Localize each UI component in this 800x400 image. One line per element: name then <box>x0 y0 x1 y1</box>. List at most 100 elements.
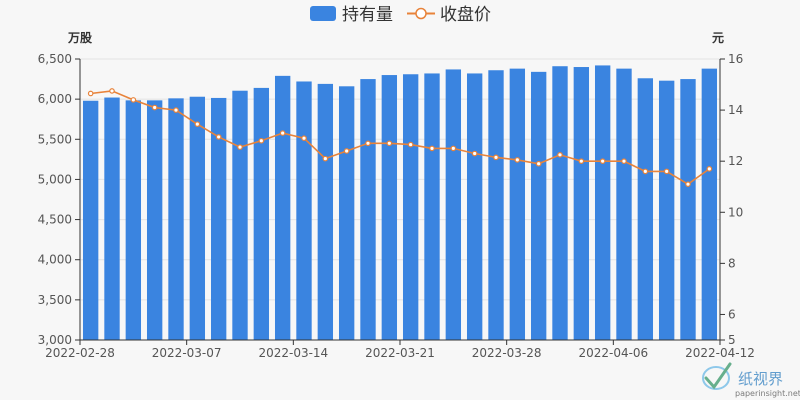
bar-25 <box>616 68 632 341</box>
bar-7 <box>232 90 248 340</box>
x-tick-label-1: 2022-03-07 <box>152 346 222 360</box>
left-tick-label-2: 4,000 <box>38 253 72 267</box>
close-price-point-26 <box>642 168 649 175</box>
bar-17 <box>445 69 462 341</box>
bar-11 <box>317 83 334 340</box>
bar-2 <box>125 100 142 341</box>
x-tick-label-4: 2022-03-28 <box>472 346 542 360</box>
bar-21 <box>530 71 547 341</box>
close-price-point-18 <box>471 150 478 157</box>
right-axis-unit: 元 <box>712 31 724 45</box>
close-price-point-27 <box>663 168 670 175</box>
bar-27 <box>658 80 675 341</box>
close-price-point-19 <box>493 154 499 161</box>
bar-13 <box>360 79 376 341</box>
right-tick-label-0: 5 <box>728 333 736 347</box>
x-tick-label-2: 2022-03-14 <box>258 346 328 360</box>
right-tick-label-5: 14 <box>728 103 743 117</box>
bar-12 <box>338 86 355 340</box>
close-price-point-14 <box>386 140 393 147</box>
bar-6 <box>210 97 227 340</box>
bar-19 <box>488 70 504 341</box>
line-close-price <box>87 88 713 187</box>
legend[interactable]: 持有量 收盘价 <box>310 5 491 25</box>
bar-3 <box>146 100 163 341</box>
left-tick-label-5: 5,500 <box>38 132 72 146</box>
bar-18 <box>466 73 483 341</box>
watermark: 纸视界 paperinsight.net <box>702 362 800 398</box>
close-price-point-24 <box>599 158 606 164</box>
close-price-point-29 <box>706 166 713 172</box>
close-price-point-10 <box>301 135 307 141</box>
bar-22 <box>552 66 568 341</box>
legend-label-holding: 持有量 <box>342 5 393 25</box>
right-axis-ticks: 5 6 8 10 12 14 16 <box>720 52 743 347</box>
legend-bar-swatch <box>310 6 336 21</box>
bar-14 <box>381 75 398 341</box>
close-price-point-21 <box>535 160 542 167</box>
bars-holding <box>82 65 718 341</box>
close-price-point-23 <box>578 158 585 164</box>
bar-4 <box>168 98 184 340</box>
left-tick-label-6: 6,000 <box>38 92 72 106</box>
bar-20 <box>509 68 526 341</box>
close-price-point-1 <box>109 88 115 94</box>
close-price-point-12 <box>343 148 350 154</box>
left-axis-unit: 万股 <box>67 30 93 45</box>
close-price-point-13 <box>365 140 371 147</box>
bar-16 <box>424 73 440 341</box>
left-tick-label-0: 3,000 <box>38 333 72 347</box>
close-price-point-3 <box>151 104 158 111</box>
close-price-point-17 <box>450 145 457 152</box>
close-price-point-8 <box>258 137 265 144</box>
close-price-point-22 <box>557 151 563 158</box>
x-tick-label-3: 2022-03-21 <box>365 346 435 360</box>
close-price-point-6 <box>215 134 222 140</box>
bar-28 <box>680 79 696 341</box>
close-price-point-11 <box>322 155 329 162</box>
close-price-point-16 <box>429 145 435 152</box>
right-tick-label-4: 12 <box>728 154 743 168</box>
right-tick-label-6: 16 <box>728 52 743 66</box>
x-tick-label-6: 2022-04-12 <box>685 346 755 360</box>
close-price-point-28 <box>685 181 691 187</box>
checkmark-leaf-logo <box>702 362 732 390</box>
bar-29 <box>701 68 718 341</box>
bar-9 <box>274 75 291 341</box>
bar-0 <box>82 100 99 341</box>
left-tick-label-7: 6,500 <box>38 52 72 66</box>
close-price-line <box>90 90 710 186</box>
legend-item-close-price[interactable]: 收盘价 <box>407 5 491 25</box>
close-price-point-0 <box>87 90 94 97</box>
watermark-name: 纸视界 <box>738 370 783 388</box>
close-price-point-2 <box>130 97 137 103</box>
x-tick-label-5: 2022-04-06 <box>578 346 648 360</box>
bar-5 <box>189 96 206 340</box>
legend-label-close-price: 收盘价 <box>440 5 491 25</box>
left-tick-label-3: 4,500 <box>38 213 72 227</box>
close-price-point-7 <box>237 144 243 150</box>
legend-line-marker <box>415 7 427 20</box>
bar-10 <box>296 81 312 340</box>
left-axis-ticks: 3,000 3,500 4,000 4,500 5,000 5,500 6,000 6,500 <box>38 52 80 347</box>
left-tick-label-1: 3,500 <box>38 293 72 307</box>
legend-item-holding[interactable]: 持有量 <box>310 5 393 25</box>
right-tick-label-3: 10 <box>728 205 743 219</box>
left-tick-label-4: 5,000 <box>38 172 72 186</box>
bar-15 <box>402 74 419 341</box>
x-axis-ticks: 2022-02-28 2022-03-07 2022-03-14 2022-03-21… <box>45 340 755 360</box>
close-price-point-20 <box>514 157 521 163</box>
watermark-url: paperinsight.net <box>735 389 800 398</box>
bar-1 <box>104 97 120 340</box>
bar-8 <box>253 87 270 340</box>
close-price-point-9 <box>279 130 286 136</box>
right-tick-label-2: 8 <box>728 256 736 270</box>
close-price-point-15 <box>407 141 414 148</box>
close-price-point-25 <box>621 158 627 164</box>
close-price-point-4 <box>173 107 179 113</box>
x-tick-label-0: 2022-02-28 <box>45 346 115 360</box>
close-price-point-5 <box>194 121 201 127</box>
right-tick-label-1: 6 <box>728 307 736 321</box>
bar-26 <box>637 78 654 341</box>
